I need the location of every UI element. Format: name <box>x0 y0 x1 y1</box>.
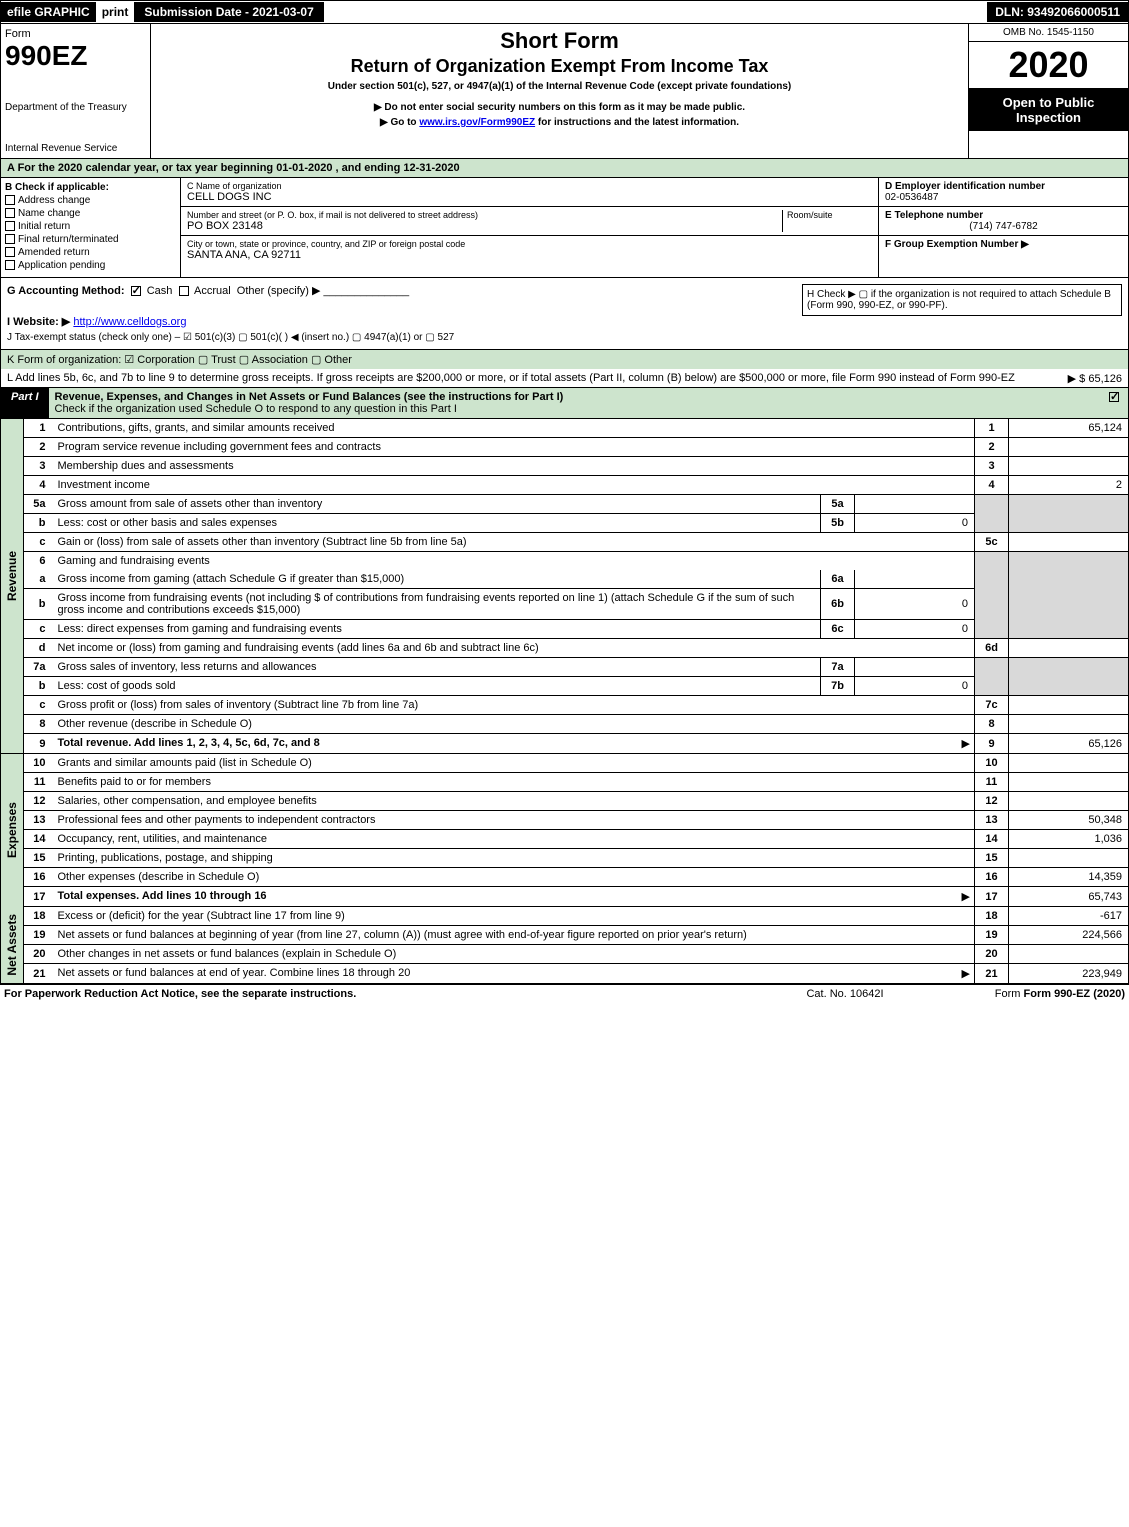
city-label: City or town, state or province, country… <box>187 239 872 249</box>
entity-info-grid: B Check if applicable: Address change Na… <box>0 178 1129 278</box>
ein-value: 02-0536487 <box>885 192 1122 203</box>
ein-cell: D Employer identification number 02-0536… <box>879 178 1128 207</box>
checkbox-icon <box>5 195 15 205</box>
dept-irs: Internal Revenue Service <box>5 143 146 154</box>
efile-graphic-label: efile GRAPHIC <box>1 2 96 22</box>
header-left: Form 990EZ Department of the Treasury In… <box>1 24 151 158</box>
section-g-label: G Accounting Method: <box>7 285 125 297</box>
chk-initial-return[interactable]: Initial return <box>5 221 176 232</box>
print-button[interactable]: print <box>96 2 135 22</box>
note2-post: for instructions and the latest informat… <box>535 117 739 128</box>
street-cell: Number and street (or P. O. box, if mail… <box>181 207 878 236</box>
revenue-side-label: Revenue <box>1 419 24 734</box>
checkbox-icon <box>5 247 15 257</box>
chk-amended-return[interactable]: Amended return <box>5 247 176 258</box>
chk-name-change[interactable]: Name change <box>5 208 176 219</box>
section-def: D Employer identification number 02-0536… <box>878 178 1128 277</box>
section-i-label: I Website: ▶ <box>7 316 70 328</box>
website-link[interactable]: http://www.celldogs.org <box>73 316 186 328</box>
dept-treasury: Department of the Treasury <box>5 102 146 113</box>
chk-final-return[interactable]: Final return/terminated <box>5 234 176 245</box>
omb-number: OMB No. 1545-1150 <box>969 24 1128 42</box>
paperwork-notice: For Paperwork Reduction Act Notice, see … <box>4 988 745 1000</box>
page-footer: For Paperwork Reduction Act Notice, see … <box>0 984 1129 1003</box>
ssn-warning: ▶ Do not enter social security numbers o… <box>155 102 964 113</box>
part-1-check-text: Check if the organization used Schedule … <box>55 403 457 415</box>
catalog-number: Cat. No. 10642I <box>745 988 945 1000</box>
checkbox-icon <box>5 234 15 244</box>
netassets-side-label: Net Assets <box>1 907 24 984</box>
section-h: H Check ▶ ▢ if the organization is not r… <box>802 284 1122 316</box>
checkbox-icon <box>5 208 15 218</box>
dln-label: DLN: 93492066000511 <box>987 2 1128 22</box>
phone-cell: E Telephone number (714) 747-6782 <box>879 207 1128 236</box>
form-title-1: Short Form <box>155 28 964 54</box>
form-subtitle: Under section 501(c), 527, or 4947(a)(1)… <box>155 81 964 92</box>
section-i: I Website: ▶ http://www.celldogs.org <box>7 315 1122 328</box>
group-exemption-label: F Group Exemption Number ▶ <box>885 239 1122 250</box>
expenses-side-label: Expenses <box>1 754 24 907</box>
city-value: SANTA ANA, CA 92711 <box>187 249 872 261</box>
part-1-header: Part I Revenue, Expenses, and Changes in… <box>0 388 1129 419</box>
header-right: OMB No. 1545-1150 2020 Open to Public In… <box>968 24 1128 158</box>
checkbox-icon <box>5 260 15 270</box>
phone-value: (714) 747-6782 <box>885 221 1122 232</box>
form-header: Form 990EZ Department of the Treasury In… <box>0 24 1129 159</box>
section-ghij: G Accounting Method: Cash Accrual Other … <box>0 278 1129 350</box>
form-name-footer: Form Form 990-EZ (2020) <box>945 988 1125 1000</box>
phone-label: E Telephone number <box>885 210 1122 221</box>
ein-label: D Employer identification number <box>885 181 1122 192</box>
street-label: Number and street (or P. O. box, if mail… <box>187 210 782 220</box>
chk-application-pending[interactable]: Application pending <box>5 260 176 271</box>
checkbox-icon <box>1109 392 1119 402</box>
org-name-cell: C Name of organization CELL DOGS INC <box>181 178 878 207</box>
checkbox-cash-icon[interactable] <box>131 286 141 296</box>
part-1-table: Revenue 1 Contributions, gifts, grants, … <box>0 419 1129 984</box>
form-number: 990EZ <box>5 40 146 72</box>
section-b-label: B Check if applicable: <box>5 182 176 193</box>
section-l-amount: ▶ $ 65,126 <box>1068 372 1122 385</box>
checkbox-accrual-icon[interactable] <box>179 286 189 296</box>
section-b: B Check if applicable: Address change Na… <box>1 178 181 277</box>
tax-year: 2020 <box>969 42 1128 89</box>
section-c: C Name of organization CELL DOGS INC Num… <box>181 178 878 277</box>
section-k: K Form of organization: ☑ Corporation ▢ … <box>0 350 1129 369</box>
group-exemption-cell: F Group Exemption Number ▶ <box>879 236 1128 253</box>
header-center: Short Form Return of Organization Exempt… <box>151 24 968 158</box>
part-1-label: Part I <box>1 388 49 418</box>
org-name-label: C Name of organization <box>187 181 872 191</box>
section-l-text: L Add lines 5b, 6c, and 7b to line 9 to … <box>7 372 1015 384</box>
note2-pre: ▶ Go to <box>380 117 419 128</box>
instructions-link[interactable]: www.irs.gov/Form990EZ <box>419 117 535 128</box>
room-label: Room/suite <box>787 210 872 220</box>
chk-address-change[interactable]: Address change <box>5 195 176 206</box>
part-1-title: Revenue, Expenses, and Changes in Net As… <box>49 388 1103 418</box>
org-name-value: CELL DOGS INC <box>187 191 872 203</box>
city-cell: City or town, state or province, country… <box>181 236 878 264</box>
open-to-public-inspection: Open to Public Inspection <box>969 89 1128 131</box>
part-1-checkbox[interactable] <box>1103 388 1128 418</box>
top-bar: efile GRAPHIC print Submission Date - 20… <box>0 0 1129 24</box>
submission-date: Submission Date - 2021-03-07 <box>134 2 323 22</box>
section-l: L Add lines 5b, 6c, and 7b to line 9 to … <box>0 369 1129 388</box>
form-title-2: Return of Organization Exempt From Incom… <box>155 56 964 77</box>
instructions-link-line: ▶ Go to www.irs.gov/Form990EZ for instru… <box>155 117 964 128</box>
street-value: PO BOX 23148 <box>187 220 782 232</box>
form-label: Form <box>5 28 146 40</box>
section-a-tax-year: A For the 2020 calendar year, or tax yea… <box>0 159 1129 178</box>
section-j: J Tax-exempt status (check only one) – ☑… <box>7 332 1122 343</box>
checkbox-icon <box>5 221 15 231</box>
